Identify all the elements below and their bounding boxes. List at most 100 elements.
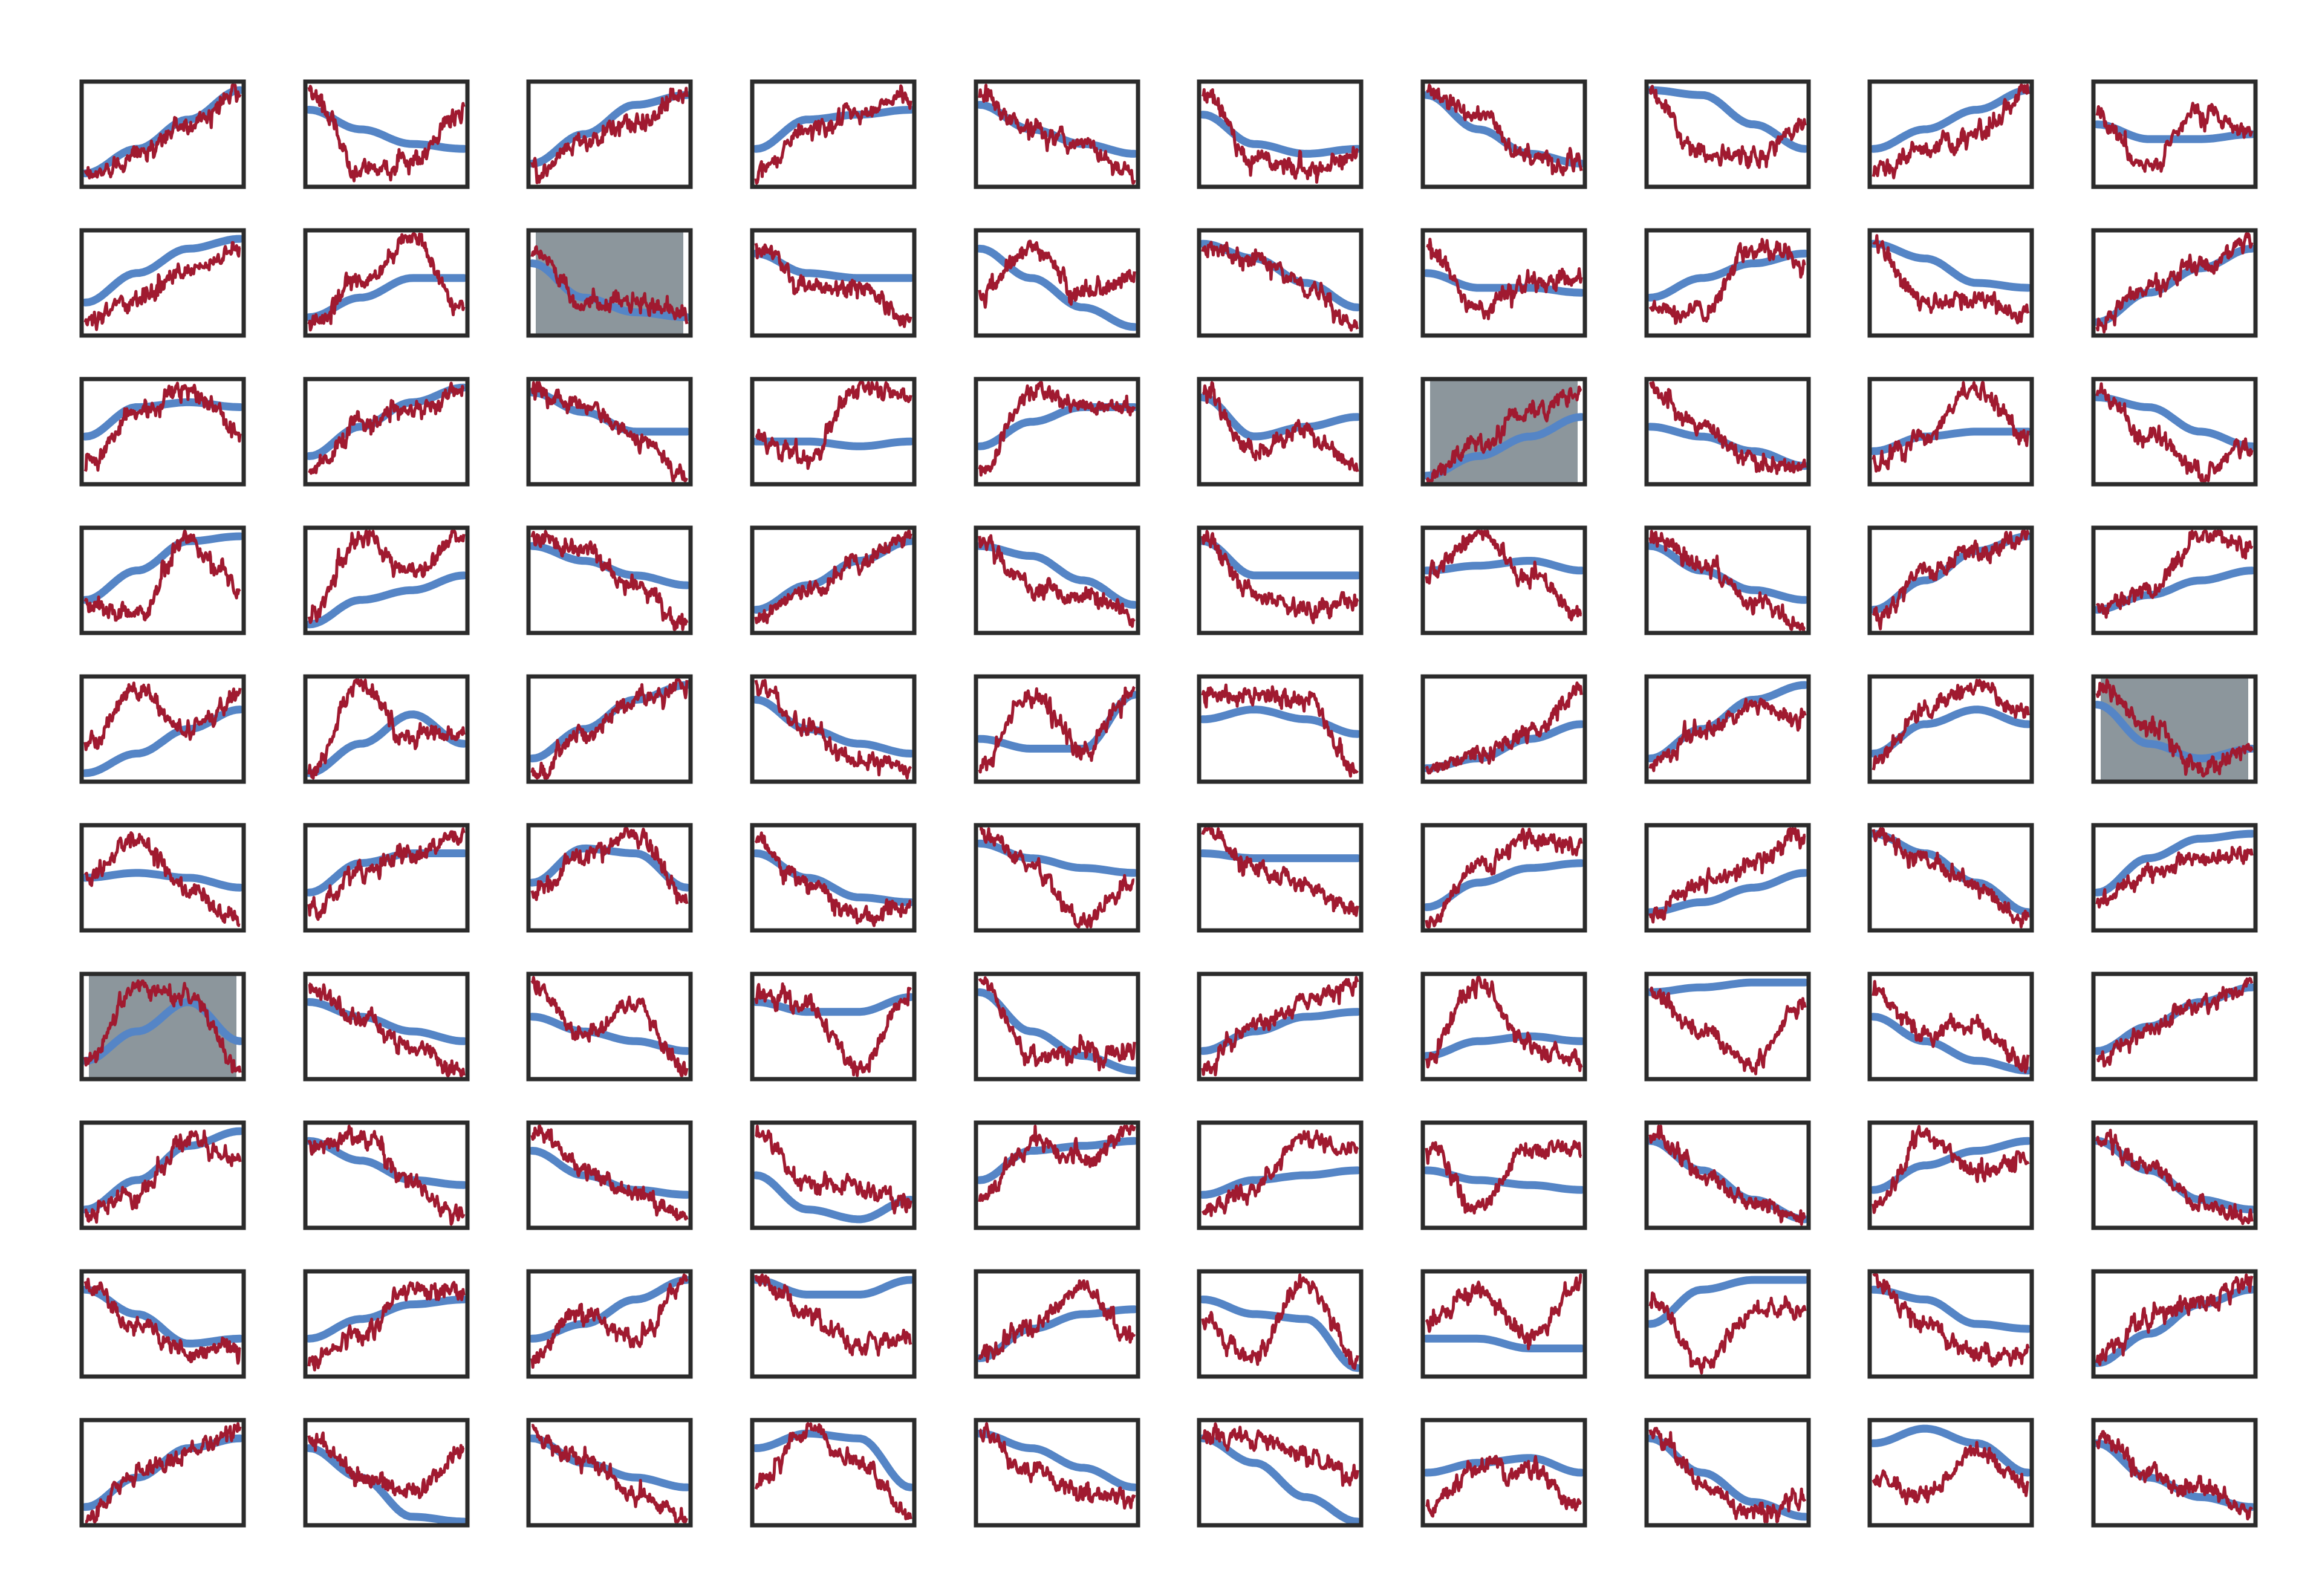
panel-r4-c10 [2091,525,2258,635]
panel-r7-c10 [2091,972,2258,1082]
panel-frame [750,972,917,1082]
noisy-series-line [83,241,241,331]
panel-r9-c4 [750,1269,917,1379]
noisy-series-line [307,1280,466,1372]
panel-frame [2091,377,2258,487]
noisy-series-line [1872,234,2030,325]
panel-r9-c7 [1420,1269,1587,1379]
panel-frame [1197,972,1364,1082]
panel-frame [974,377,1140,487]
panel-frame [1644,377,1811,487]
noisy-series-line [307,85,466,183]
smooth-series-line [1423,1454,1585,1477]
panel-r2-c8 [1644,228,1811,338]
noisy-series-line [530,245,689,325]
panel-r10-c8 [1644,1418,1811,1528]
panel-frame [1867,823,2034,933]
panel-r3-c2 [303,377,470,487]
smooth-series-line [1870,1424,2032,1477]
noisy-series-line [84,1422,242,1523]
noisy-series-line [978,686,1136,774]
smooth-series-line [1199,393,1361,441]
noisy-series-line [308,982,466,1077]
noisy-series-line [1425,1139,1582,1215]
noisy-series-line [1648,1427,1807,1523]
noisy-series-line [1872,1273,2030,1367]
panel-frame [1197,674,1364,784]
smooth-series-line [305,710,467,777]
panel-r3-c3 [526,377,693,487]
noisy-series-line [1425,83,1583,177]
noisy-series-line [1648,85,1807,169]
panel-r6-c9 [1867,823,2034,933]
noisy-series-line [1425,681,1583,775]
smooth-series-line [1647,869,1809,916]
noisy-series-line [530,678,689,780]
smooth-series-line [305,383,467,460]
panel-r6-c5 [974,823,1140,933]
panel-frame [1420,228,1587,338]
noisy-series-line [1201,1273,1359,1370]
panel-frame [303,1269,470,1379]
noisy-series-line [754,242,912,328]
panel-frame [1197,1120,1364,1230]
noisy-series-line [2095,1430,2254,1520]
panel-r5-c7 [1420,674,1587,784]
noisy-series-line [531,1424,689,1523]
noisy-series-line [755,381,912,470]
panel-frame [1420,79,1587,189]
panel-frame [2091,1418,2258,1528]
smooth-series-line [1199,537,1361,580]
noisy-series-line [754,831,912,927]
smooth-series-line [1647,542,1809,604]
panel-frame [2091,525,2258,635]
smooth-series-line [1199,111,1361,158]
panel-r9-c2 [303,1269,470,1379]
noisy-series-line [754,982,912,1077]
panel-r10-c10 [2091,1418,2258,1528]
smooth-series-line [752,1276,914,1299]
noisy-series-line [978,976,1136,1072]
smooth-series-line [1199,849,1361,863]
noisy-series-line [307,1431,465,1499]
panel-r8-c1 [79,1120,246,1230]
panel-r4-c7 [1420,525,1587,635]
panel-r4-c3 [526,525,693,635]
smooth-series-line [752,1429,914,1491]
panel-r4-c1 [79,525,246,635]
panel-r9-c5 [974,1269,1140,1379]
panel-frame [79,823,246,933]
panel-r4-c2 [303,525,470,635]
panel-r8-c5 [974,1120,1140,1230]
panel-r9-c8 [1644,1269,1811,1379]
smooth-series-line [1647,978,1809,996]
noisy-series-line [2095,678,2254,778]
panel-frame [750,823,917,933]
noisy-series-line [754,679,912,780]
panel-frame [2091,1120,2258,1230]
panel-r7-c8 [1644,972,1811,1082]
noisy-series-line [1649,381,1807,475]
panel-frame [79,1418,246,1528]
noisy-series-line [1425,1455,1582,1518]
noisy-series-line [307,1124,466,1226]
panel-r10-c1 [79,1418,246,1528]
panel-frame [526,1269,693,1379]
noisy-series-line [1872,980,2030,1074]
panel-frame [1867,1418,2034,1528]
panel-frame [1867,972,2034,1082]
smooth-series-line [82,86,244,178]
noisy-series-line [978,827,1136,929]
smooth-series-line [752,1171,914,1224]
noisy-series-line [83,83,242,180]
panel-frame [79,972,246,1082]
noisy-series-line [978,1422,1136,1510]
panel-frame [1644,823,1811,933]
noisy-series-line [1425,530,1582,621]
panel-frame [526,1120,693,1230]
panel-frame [526,377,693,487]
panel-r10-c4 [750,1418,917,1528]
noisy-series-line [1201,683,1359,778]
panel-frame [1197,525,1364,635]
